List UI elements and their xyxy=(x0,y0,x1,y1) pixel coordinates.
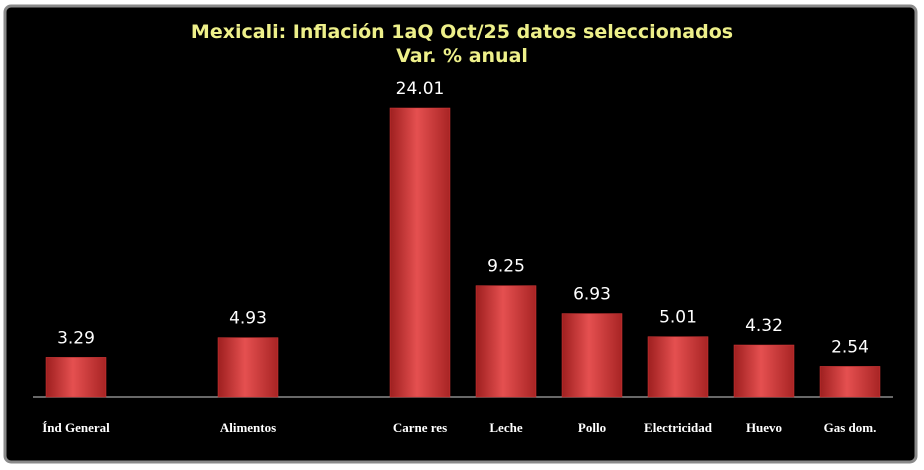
x-tick-label: Gas dom. xyxy=(824,420,877,435)
value-label: 9.25 xyxy=(487,257,525,277)
value-label: 2.54 xyxy=(831,337,869,357)
value-label: 24.01 xyxy=(396,79,445,99)
x-tick-label: Leche xyxy=(489,420,522,435)
chart-title: Mexicali: Inflación 1aQ Oct/25 datos sel… xyxy=(191,21,733,43)
x-tick-label: Carne res xyxy=(393,420,447,435)
bar xyxy=(561,313,623,398)
value-label: 5.01 xyxy=(659,308,697,328)
value-label: 6.93 xyxy=(573,285,611,305)
value-label: 4.93 xyxy=(229,309,267,329)
value-label: 3.29 xyxy=(57,328,95,348)
bar xyxy=(647,336,709,398)
chart-subtitle: Var. % anual xyxy=(396,45,528,67)
x-tick-label: Electricidad xyxy=(644,420,713,435)
bar xyxy=(217,337,279,398)
bar xyxy=(819,366,881,398)
bar xyxy=(45,357,107,398)
x-tick-label: Huevo xyxy=(746,420,782,435)
bar xyxy=(733,344,795,398)
bar xyxy=(475,285,537,398)
x-tick-label: Índ General xyxy=(42,420,110,435)
bar xyxy=(389,107,451,398)
value-label: 4.32 xyxy=(745,316,783,336)
x-tick-label: Pollo xyxy=(578,420,606,435)
x-tick-label: Alimentos xyxy=(220,420,276,435)
